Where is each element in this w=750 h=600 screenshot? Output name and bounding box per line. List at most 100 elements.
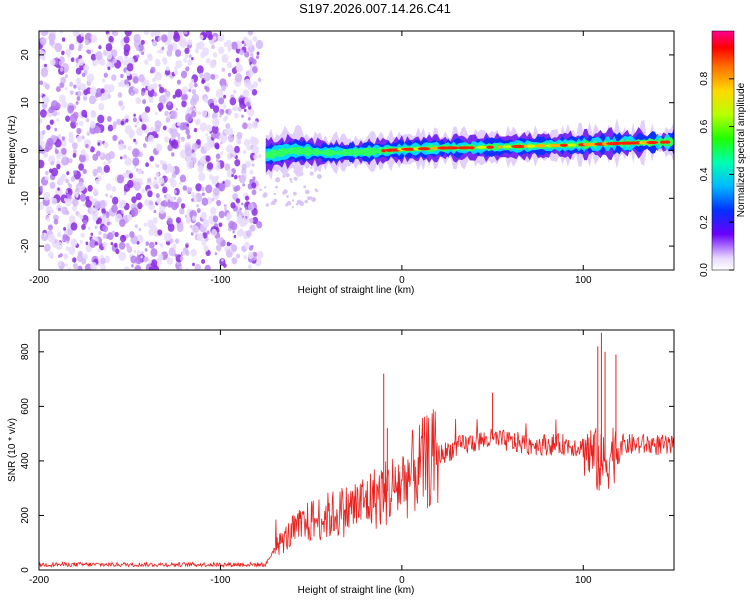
- x-tick-label: -100: [210, 575, 230, 586]
- noise-blob: [248, 264, 252, 270]
- noise-blob: [134, 265, 142, 270]
- noise-blob: [193, 128, 198, 133]
- noise-blob: [98, 231, 102, 235]
- noise-blob: [77, 212, 82, 218]
- noise-blob: [90, 53, 97, 61]
- x-tick-label: -100: [210, 275, 230, 286]
- noise-blob: [180, 203, 186, 209]
- noise-blob: [110, 195, 113, 199]
- noise-blob: [107, 116, 112, 122]
- noise-blob: [61, 50, 65, 56]
- noise-blob: [247, 122, 253, 130]
- noise-blob: [226, 144, 234, 154]
- noise-blob: [222, 57, 227, 63]
- noise-blob: [184, 214, 188, 218]
- noise-blob: [224, 115, 229, 120]
- noise-blob: [179, 256, 184, 261]
- noise-blob: [65, 263, 68, 267]
- noise-blob: [96, 166, 103, 174]
- noise-blob: [202, 47, 210, 57]
- noise-blob: [70, 238, 78, 247]
- noise-blob: [76, 96, 81, 101]
- noise-blob: [175, 49, 182, 57]
- noise-blob: [176, 121, 181, 127]
- noise-blob: [48, 233, 56, 243]
- signal-band: [265, 118, 674, 180]
- noise-blob: [85, 199, 92, 208]
- noise-blob: [72, 149, 77, 155]
- noise-blob: [135, 192, 142, 201]
- noise-blob: [243, 255, 247, 260]
- noise-blob: [136, 54, 140, 59]
- noise-blob: [141, 124, 147, 131]
- signal-hotspot: [549, 143, 562, 148]
- noise-blob: [69, 90, 74, 95]
- noise-blob: [275, 185, 278, 189]
- signal-hotspot: [646, 140, 659, 145]
- noise-blob: [138, 74, 145, 83]
- noise-blob: [245, 230, 252, 238]
- noise-blob: [162, 57, 168, 64]
- noise-blob: [50, 208, 55, 214]
- snr-axes: -200 -100 0 100 0 200 400 600 800: [20, 330, 674, 586]
- noise-blob: [175, 217, 181, 224]
- noise-blob: [158, 84, 162, 88]
- spectrogram-content: [39, 31, 674, 270]
- noise-blob: [156, 197, 162, 205]
- noise-blob: [76, 90, 82, 97]
- noise-blob: [143, 222, 147, 227]
- noise-blob: [75, 67, 82, 75]
- noise-blob: [316, 174, 322, 179]
- noise-blob: [253, 251, 258, 257]
- noise-blob: [208, 34, 213, 41]
- noise-blob: [154, 59, 161, 67]
- noise-blob: [173, 69, 179, 76]
- noise-blob: [295, 202, 299, 206]
- noise-blob: [127, 145, 132, 151]
- noise-blob: [176, 79, 181, 85]
- noise-blob: [249, 224, 256, 232]
- noise-blob: [191, 57, 194, 61]
- noise-blob: [192, 262, 195, 267]
- spectrogram-xlabel: Height of straight line (km): [298, 285, 415, 296]
- noise-blob: [140, 39, 145, 45]
- noise-blob: [245, 195, 250, 201]
- noise-blob: [70, 121, 77, 129]
- noise-blob: [159, 86, 165, 94]
- noise-blob: [73, 84, 77, 89]
- noise-blob: [179, 207, 185, 215]
- noise-blob: [90, 49, 94, 53]
- noise-blob: [143, 31, 150, 36]
- noise-blob: [205, 57, 211, 64]
- noise-blob: [39, 159, 45, 169]
- noise-blob: [39, 118, 43, 124]
- noise-blob: [85, 143, 89, 149]
- noise-blob: [130, 255, 137, 264]
- noise-blob: [191, 89, 197, 95]
- noise-blob: [159, 243, 164, 248]
- noise-blob: [211, 198, 214, 202]
- noise-blob: [68, 246, 76, 256]
- noise-blob: [275, 177, 281, 183]
- noise-blob: [100, 170, 105, 176]
- noise-blob: [100, 263, 106, 270]
- noise-blob: [78, 181, 83, 187]
- noise-blob: [152, 217, 158, 224]
- noise-blob: [193, 107, 197, 111]
- noise-blob: [218, 46, 225, 55]
- noise-blob: [80, 232, 85, 238]
- noise-blob: [203, 220, 209, 228]
- noise-blob: [236, 209, 241, 215]
- noise-blob: [123, 183, 131, 192]
- noise-blob: [103, 161, 107, 166]
- noise-blob: [232, 230, 235, 234]
- colorbar-tick-label: 0.4: [699, 167, 710, 181]
- noise-blob: [105, 193, 108, 197]
- noise-blob: [144, 199, 150, 206]
- noise-blob: [135, 255, 142, 265]
- noise-blob: [68, 267, 71, 270]
- noise-blob: [64, 87, 68, 91]
- noise-blob: [153, 209, 157, 214]
- noise-blob: [179, 181, 182, 185]
- noise-blob: [90, 207, 97, 216]
